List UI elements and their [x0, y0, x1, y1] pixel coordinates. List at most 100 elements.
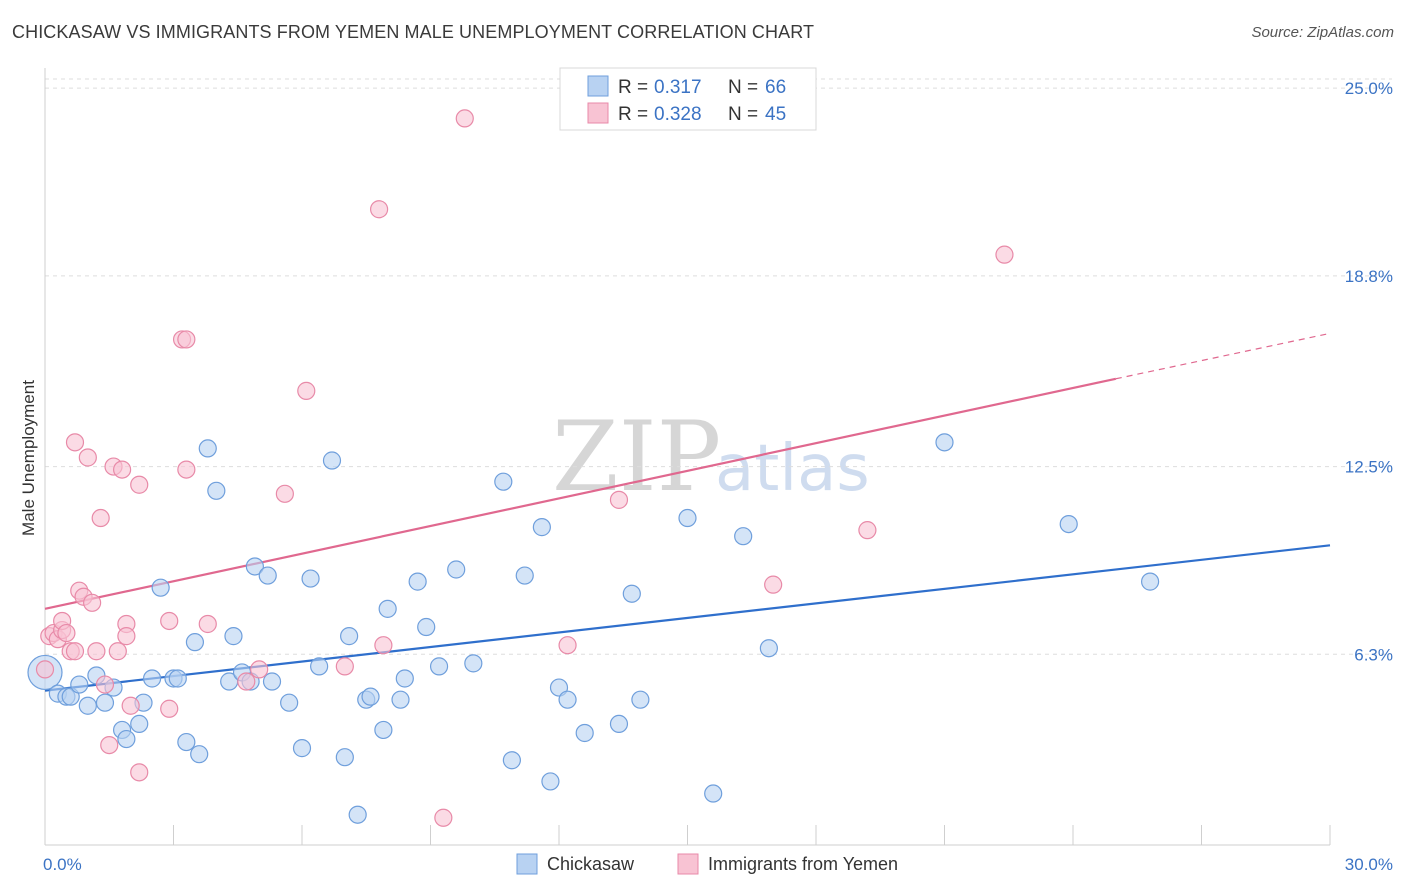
x-tick-labels: 0.0% 30.0% [43, 855, 1393, 874]
point-yemen-6 [57, 623, 76, 643]
point-chickasaw-21 [207, 481, 226, 500]
point-chickasaw-51 [532, 518, 551, 537]
chart-title: CHICKASAW VS IMMIGRANTS FROM YEMEN MALE … [12, 22, 815, 42]
legend-r-value-2: 0.328 [654, 104, 702, 125]
point-chickasaw-64 [1059, 514, 1078, 534]
point-chickasaw-62 [759, 639, 778, 658]
point-yemen-19 [108, 642, 127, 661]
point-chickasaw-27 [258, 566, 277, 585]
point-chickasaw-33 [322, 451, 342, 470]
bottom-legend-swatch-yemen [677, 853, 699, 875]
y-tick-label-2: 18.8% [1345, 267, 1393, 286]
bottom-legend-label-chickasaw: Chickasaw [547, 854, 635, 874]
point-chickasaw-42 [395, 669, 414, 688]
point-chickasaw-19 [190, 745, 209, 764]
point-chickasaw-5 [78, 696, 97, 715]
legend-r-label-2: R = [618, 104, 648, 125]
bottom-legend-swatch-chickasaw [516, 853, 538, 875]
point-yemen-43 [764, 575, 783, 594]
point-chickasaw-63 [935, 433, 954, 452]
point-yemen-9 [65, 433, 85, 452]
y-axis-label: Male Unemployment [19, 380, 38, 536]
point-yemen-42 [609, 490, 629, 509]
legend-swatch-chickasaw [587, 75, 609, 97]
point-yemen-14 [87, 642, 106, 661]
point-chickasaw-48 [494, 472, 513, 491]
point-yemen-37 [370, 200, 389, 219]
legend: R = 0.317 N = 66 R = 0.328 N = 45 [559, 67, 817, 131]
point-chickasaw-39 [374, 720, 393, 740]
point-chickasaw-49 [502, 751, 521, 770]
point-yemen-44 [858, 521, 877, 540]
point-yemen-29 [177, 330, 196, 349]
point-chickasaw-20 [198, 439, 217, 458]
point-chickasaw-47 [464, 654, 483, 673]
point-yemen-41 [558, 636, 577, 655]
point-chickasaw-26 [245, 557, 264, 576]
point-chickasaw-65 [1140, 572, 1160, 591]
point-chickasaw-40 [378, 599, 397, 618]
point-chickasaw-13 [142, 669, 162, 688]
point-chickasaw-52 [541, 772, 560, 791]
trend-line-yemen-extension [1115, 332, 1331, 380]
y-tick-label-1: 12.5% [1345, 458, 1393, 477]
bottom-legend-label-yemen: Immigrants from Yemen [708, 854, 898, 874]
legend-n-label-1: N = [728, 77, 758, 98]
point-yemen-26 [160, 611, 179, 631]
point-yemen-23 [121, 696, 140, 715]
point-yemen-24 [130, 475, 149, 494]
axes [44, 68, 1331, 846]
point-chickasaw-60 [704, 784, 723, 803]
legend-n-value-2: 45 [765, 104, 786, 125]
point-chickasaw-30 [292, 739, 312, 758]
y-tick-label-3: 25.0% [1345, 79, 1393, 98]
point-yemen-22 [117, 627, 136, 646]
point-yemen-0 [35, 660, 55, 679]
point-chickasaw-59 [678, 508, 697, 528]
point-chickasaw-55 [575, 723, 594, 743]
watermark: ZIP atlas [552, 401, 870, 513]
point-chickasaw-54 [558, 690, 577, 709]
point-chickasaw-18 [185, 633, 205, 652]
point-yemen-20 [112, 460, 132, 479]
legend-n-value-1: 66 [765, 77, 786, 98]
point-yemen-15 [91, 508, 110, 528]
point-chickasaw-45 [429, 657, 449, 676]
point-yemen-45 [995, 245, 1014, 264]
legend-n-label-2: N = [728, 104, 758, 125]
point-yemen-8 [65, 642, 85, 661]
point-yemen-17 [100, 735, 119, 755]
point-chickasaw-35 [340, 627, 359, 646]
point-chickasaw-58 [631, 690, 650, 709]
point-yemen-33 [250, 660, 269, 679]
data-points [27, 109, 1160, 827]
point-yemen-38 [374, 636, 393, 655]
bottom-legend: Chickasaw Immigrants from Yemen [516, 853, 898, 875]
point-yemen-27 [160, 699, 179, 718]
point-chickasaw-4 [70, 675, 89, 694]
point-chickasaw-36 [348, 805, 367, 824]
source-label: Source: ZipAtlas.com [1251, 24, 1394, 41]
point-chickasaw-29 [280, 693, 299, 712]
legend-swatch-yemen [587, 102, 609, 124]
point-chickasaw-38 [361, 687, 380, 706]
point-yemen-13 [83, 593, 102, 612]
point-chickasaw-43 [408, 572, 427, 591]
point-chickasaw-7 [95, 693, 115, 712]
point-chickasaw-16 [168, 669, 187, 688]
point-chickasaw-61 [734, 527, 753, 546]
point-yemen-25 [130, 763, 149, 782]
point-chickasaw-46 [447, 560, 466, 579]
point-yemen-32 [237, 672, 256, 691]
legend-r-label-1: R = [618, 77, 648, 98]
x-tick-label-1: 30.0% [1345, 855, 1393, 874]
point-chickasaw-57 [622, 584, 641, 603]
point-yemen-36 [335, 657, 354, 676]
point-chickasaw-41 [391, 690, 410, 709]
watermark-zip: ZIP [552, 401, 721, 513]
point-yemen-35 [297, 381, 316, 400]
watermark-atlas: atlas [715, 432, 870, 506]
point-yemen-31 [198, 614, 217, 634]
point-yemen-39 [434, 808, 453, 827]
